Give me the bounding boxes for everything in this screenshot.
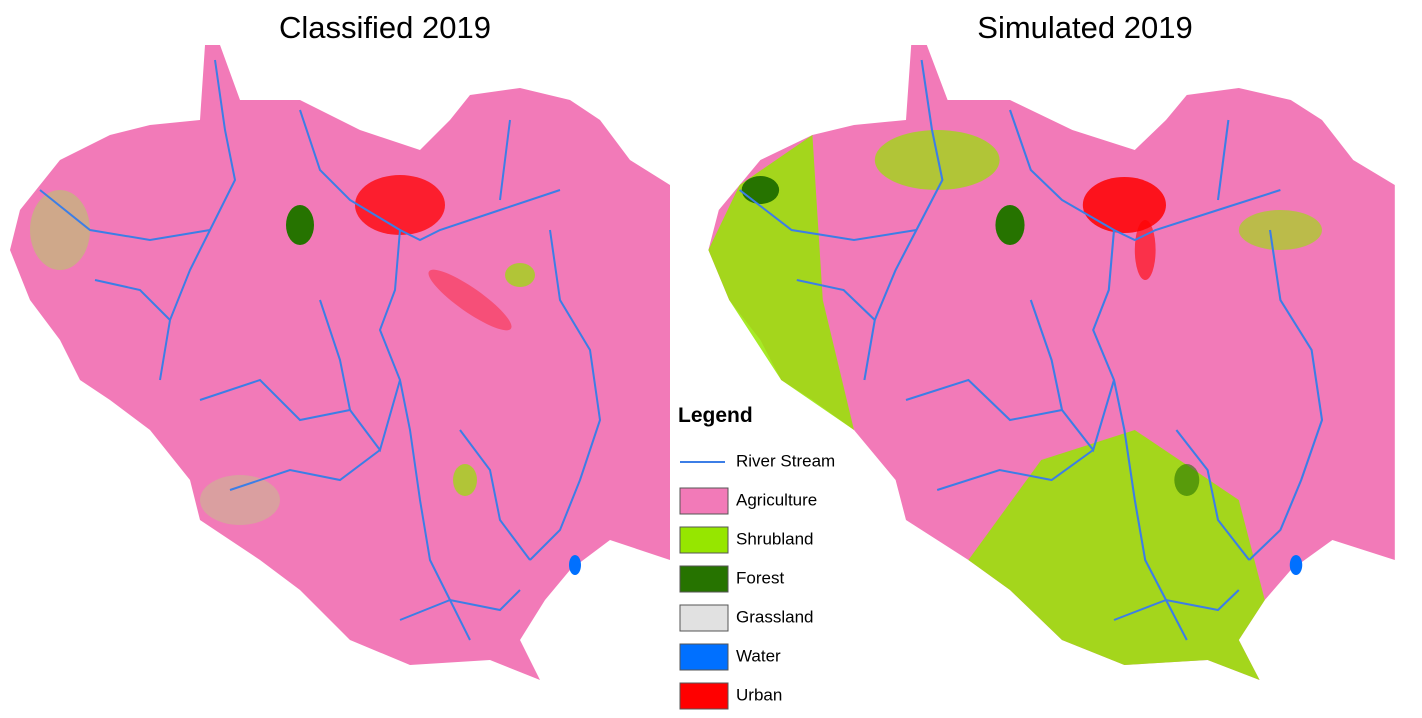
map-title: Classified 2019	[279, 10, 491, 45]
legend-label: Water	[736, 646, 781, 665]
legend-swatch	[679, 565, 729, 593]
legend: Legend River Stream Agriculture Shrubland F…	[678, 404, 835, 710]
legend-label: Agriculture	[736, 490, 817, 509]
legend-label: Shrubland	[736, 529, 814, 548]
legend-swatch	[679, 604, 729, 632]
legend-swatch	[679, 682, 729, 710]
legend-label: Urban	[736, 685, 782, 704]
classified-map: Classified 2019	[10, 10, 670, 680]
legend-swatch	[679, 643, 729, 671]
map-title: Simulated 2019	[977, 10, 1192, 45]
legend-swatch	[679, 487, 729, 515]
legend-swatch	[679, 526, 729, 554]
legend-title: Legend	[678, 404, 753, 427]
legend-label: Forest	[736, 568, 784, 587]
legend-label: River Stream	[736, 451, 835, 470]
legend-label: Grassland	[736, 607, 813, 626]
simulated-map: Simulated 2019	[708, 10, 1395, 680]
